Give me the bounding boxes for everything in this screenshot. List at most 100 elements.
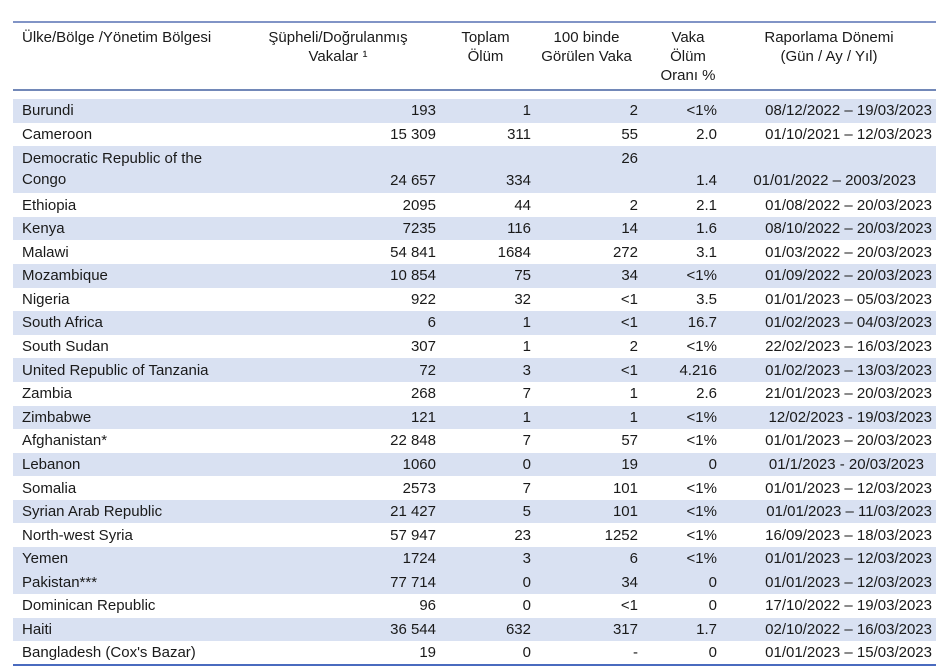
cell-cases-per-100k: 1252 [604, 526, 638, 544]
cell-suspected-confirmed-cases: 6 [238, 311, 438, 335]
cell-case-fatality-rate: 2.1 [696, 196, 717, 214]
cell-case-fatality-rate: <1% [640, 405, 722, 430]
cell-suspected-confirmed-cases: 24 657 [238, 146, 438, 194]
cell-reporting-period: 01/02/2023 – 04/03/2023 [722, 311, 936, 335]
cell-country: North-west Syria [22, 526, 133, 544]
cell-suspected-confirmed-cases: 96 [419, 597, 436, 615]
cell-case-fatality-rate: 2.6 [696, 385, 717, 403]
cell-total-deaths: 0 [522, 597, 531, 615]
cell-reporting-period: 22/02/2023 – 16/03/2023 [765, 338, 932, 356]
cell-suspected-confirmed-cases: 21 427 [238, 499, 438, 524]
cell-total-deaths: 0 [438, 570, 533, 595]
cell-suspected-confirmed-cases: 36 544 [238, 617, 438, 642]
table-row: Somalia 2573 7 101 <1% 01/01/2023 – 12/0… [13, 476, 936, 500]
cell-case-fatality-rate: 1.4 [640, 146, 722, 194]
cell-reporting-period: 16/09/2023 – 18/03/2023 [765, 526, 932, 544]
cell-reporting-period: 12/02/2023 - 19/03/2023 [722, 405, 936, 430]
table-row: Syrian Arab Republic 21 427 5 101 <1% 01… [13, 499, 936, 524]
table-row: Cameroon 15 309 311 55 2.0 01/10/2021 – … [13, 123, 936, 147]
cell-cases-per-100k: 19 [533, 452, 640, 477]
table-row: South Africa 6 1 <1 16.7 01/02/2023 – 04… [13, 311, 936, 335]
cell-suspected-confirmed-cases: 15 309 [390, 125, 436, 143]
cell-cases-per-100k: <1 [533, 358, 640, 382]
table-row: Bangladesh (Cox's Bazar) 19 0 - 0 01/01/… [13, 641, 936, 666]
cell-case-fatality-rate: <1% [686, 432, 717, 450]
cell-case-fatality-rate: 2.0 [696, 125, 717, 143]
cell-suspected-confirmed-cases: 1724 [238, 546, 438, 571]
cell-total-deaths: 1 [438, 311, 533, 335]
cell-suspected-confirmed-cases: 10 854 [238, 264, 438, 288]
cell-country: Syrian Arab Republic [13, 499, 238, 524]
cell-total-deaths: 23 [514, 526, 531, 544]
cell-cases-per-100k: 101 [533, 499, 640, 524]
cell-case-fatality-rate: 3.5 [696, 290, 717, 308]
cell-cases-per-100k: <1 [533, 311, 640, 335]
cell-case-fatality-rate: 0 [640, 641, 722, 666]
cell-cases-per-100k: <1 [620, 597, 638, 615]
cell-country: Burundi [13, 99, 238, 123]
table-row: Pakistan*** 77 714 0 34 0 01/01/2023 – 1… [13, 570, 936, 595]
cell-country: Kenya [13, 216, 238, 241]
cell-cases-per-100k: 6 [533, 546, 640, 571]
table-row: Zimbabwe 121 1 1 <1% 12/02/2023 - 19/03/… [13, 405, 936, 430]
table-row: Mozambique 10 854 75 34 <1% 01/09/2022 –… [13, 264, 936, 288]
cell-reporting-period: 17/10/2022 – 19/03/2023 [765, 597, 932, 615]
table-row: Ethiopia 2095 44 2 2.1 01/08/2022 – 20/0… [13, 193, 936, 217]
cell-reporting-period: 01/01/2023 – 11/03/2023 [722, 499, 936, 524]
cell-case-fatality-rate: 3.1 [696, 243, 717, 261]
cell-country: United Republic of Tanzania [13, 358, 238, 382]
cell-country: Zimbabwe [13, 405, 238, 430]
cell-suspected-confirmed-cases: 57 947 [390, 526, 436, 544]
table-row: Dominican Republic 96 0 <1 0 17/10/2022 … [13, 594, 936, 618]
cell-total-deaths: 7 [522, 432, 531, 450]
cell-country: Bangladesh (Cox's Bazar) [13, 641, 238, 666]
cell-reporting-period: 01/01/2023 – 15/03/2023 [722, 641, 936, 666]
cell-reporting-period: 01/01/2023 – 12/03/2023 [722, 570, 936, 595]
cell-cases-per-100k: 34 [533, 570, 640, 595]
table-row: United Republic of Tanzania 72 3 <1 4.21… [13, 358, 936, 382]
report-page: Ülke/Bölge /Yönetim Bölgesi Şüpheli/Doğru… [13, 21, 936, 666]
cell-total-deaths: 75 [438, 264, 533, 288]
cell-reporting-period: 01/1/2023 - 20/03/2023 [722, 452, 936, 477]
cell-reporting-period: 01/02/2023 – 13/03/2023 [722, 358, 936, 382]
cell-reporting-period: 01/01/2023 – 12/03/2023 [765, 479, 932, 497]
column-header-per100k: 100 binde Görülen Vaka [533, 21, 640, 91]
cell-cases-per-100k: - [533, 641, 640, 666]
cell-reporting-period: 08/10/2022 – 20/03/2023 [722, 216, 936, 241]
cell-cases-per-100k: 2 [629, 196, 638, 214]
cell-cases-per-100k: 1 [629, 385, 638, 403]
cell-reporting-period: 02/10/2022 – 16/03/2023 [722, 617, 936, 642]
cell-total-deaths: 7 [522, 479, 531, 497]
table-row: Nigeria 922 32 <1 3.5 01/01/2023 – 05/03… [13, 288, 936, 312]
cell-reporting-period: 01/01/2023 – 12/03/2023 [722, 546, 936, 571]
cell-country: Dominican Republic [22, 597, 156, 615]
cell-total-deaths: 0 [438, 452, 533, 477]
table-header: Ülke/Bölge /Yönetim Bölgesi Şüpheli/Doğru… [13, 21, 936, 91]
cell-cases-per-100k: 1 [533, 405, 640, 430]
cell-reporting-period: 08/12/2022 – 19/03/2023 [722, 99, 936, 123]
cell-country: Haiti [13, 617, 238, 642]
cell-suspected-confirmed-cases: 19 [238, 641, 438, 666]
table-row: Afghanistan* 22 848 7 57 <1% 01/01/2023 … [13, 429, 936, 453]
cell-suspected-confirmed-cases: 922 [410, 290, 436, 308]
cell-suspected-confirmed-cases: 54 841 [390, 243, 436, 261]
cell-cases-per-100k: 2 [533, 99, 640, 123]
cell-country: Democratic Republic of the Congo [13, 146, 238, 194]
cell-total-deaths: 1 [438, 99, 533, 123]
cell-cases-per-100k: 26 [533, 146, 640, 194]
cell-total-deaths: 3 [438, 358, 533, 382]
cell-case-fatality-rate: 0 [640, 570, 722, 595]
cell-cases-per-100k: 55 [621, 125, 638, 143]
cell-cases-per-100k: 14 [533, 216, 640, 241]
cell-total-deaths: 3 [438, 546, 533, 571]
column-header-period: Raporlama Dönemi (Gün / Ay / Yıl) [722, 21, 936, 91]
cell-suspected-confirmed-cases: 121 [238, 405, 438, 430]
cell-total-deaths: 7 [522, 385, 531, 403]
table-row: Burundi 193 1 2 <1% 08/12/2022 – 19/03/2… [13, 99, 936, 123]
cell-case-fatality-rate: 0 [640, 452, 722, 477]
cell-case-fatality-rate: <1% [686, 526, 717, 544]
cell-country: Afghanistan* [22, 432, 108, 450]
cell-suspected-confirmed-cases: 22 848 [390, 432, 436, 450]
cell-total-deaths: 32 [514, 290, 531, 308]
cell-country: Mozambique [13, 264, 238, 288]
